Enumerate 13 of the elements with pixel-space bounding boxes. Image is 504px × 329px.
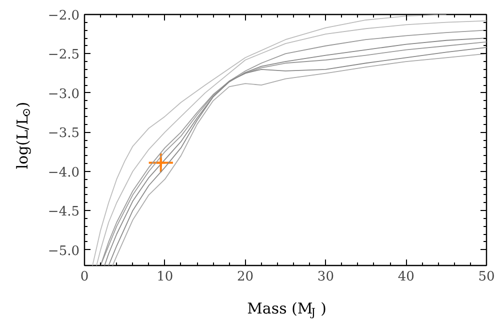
x-tick-label: 50 [478, 270, 495, 284]
x-tick-label: 20 [237, 270, 254, 284]
y-tick-label: −2.5 [48, 48, 80, 63]
x-tick-label: 10 [156, 270, 174, 284]
x-tick-label: 30 [317, 270, 334, 284]
y-tick-label: −5.0 [48, 244, 80, 259]
y-tick-label: −3.5 [48, 126, 80, 142]
x-tick-label: 40 [398, 270, 414, 284]
y-tick-label: −3.0 [48, 86, 80, 102]
y-tick-label: −4.0 [48, 165, 80, 180]
y-tick-label: −2.0 [48, 8, 80, 24]
y-tick-label: −4.5 [48, 204, 80, 220]
x-tick-label: 0 [80, 270, 89, 284]
